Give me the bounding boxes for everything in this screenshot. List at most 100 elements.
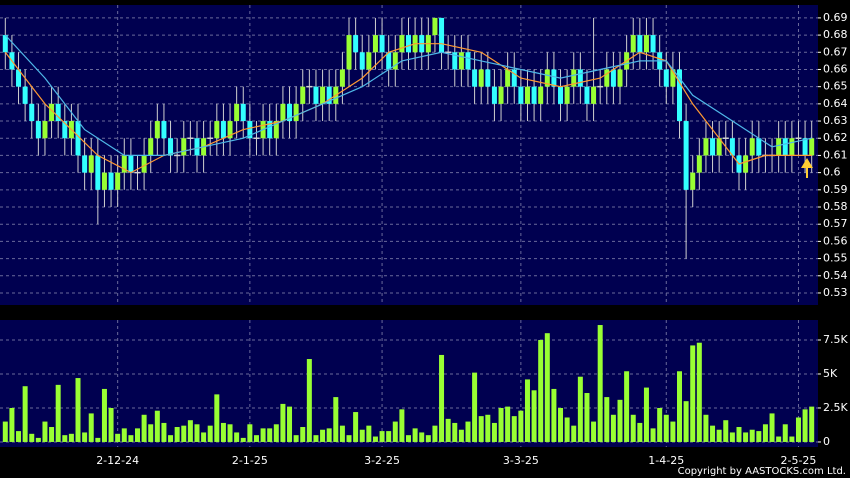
volume-bar [306, 359, 312, 442]
volume-bar [802, 409, 808, 442]
y-tick-label: 2.5K [823, 401, 848, 414]
candle-body [108, 172, 114, 190]
candle-body [154, 121, 160, 139]
volume-bar [458, 429, 464, 442]
y-tick-label: 7.5K [823, 333, 848, 346]
candle-body [591, 86, 597, 104]
volume-bar [220, 422, 226, 442]
candle-body [148, 138, 154, 156]
volume-bar [300, 427, 306, 442]
volume-bar [650, 428, 656, 442]
volume-bar [121, 428, 127, 442]
volume-bar [729, 432, 735, 442]
x-tick-label: 3-2-25 [364, 454, 400, 467]
volume-bar [604, 397, 610, 442]
volume-bar [115, 433, 121, 442]
volume-bar [379, 431, 385, 442]
candle-body [406, 35, 411, 53]
volume-bar [293, 435, 299, 442]
volume-bar [518, 410, 524, 442]
candle-body [551, 69, 557, 87]
candle-body [62, 121, 68, 139]
candle-body [465, 52, 471, 70]
candle-body [366, 52, 372, 70]
candle-body [2, 35, 8, 53]
volume-bar [472, 372, 478, 442]
candle-body [650, 35, 656, 53]
candle-body [293, 103, 299, 122]
volume-bar [227, 424, 233, 442]
candle-body [399, 35, 405, 53]
volume-bar [657, 407, 663, 442]
volume-bar [313, 435, 319, 442]
volume-bar [287, 406, 293, 442]
candle-body [696, 155, 702, 173]
volume-bar [95, 437, 101, 442]
volume-bar [544, 333, 550, 442]
candle-body [577, 69, 583, 87]
volume-bar [135, 428, 140, 442]
candle-body [743, 155, 749, 173]
volume-bar [207, 425, 213, 442]
volume-bar [643, 387, 649, 442]
volume-bar [610, 414, 616, 442]
volume-bar [577, 376, 583, 442]
volume-bar [505, 406, 511, 442]
volume-bar [68, 433, 74, 442]
candle-body [518, 86, 524, 104]
candle-body [267, 121, 273, 139]
volume-bar [148, 424, 154, 442]
volume-bar [346, 435, 352, 442]
y-tick-label: 0.6 [823, 166, 841, 179]
volume-bar [597, 325, 603, 442]
candle-body [161, 121, 167, 139]
candle-body [386, 52, 392, 70]
candle-body [511, 69, 517, 87]
volume-bar [762, 424, 768, 442]
candle-body [273, 121, 279, 139]
volume-bar [49, 427, 55, 442]
candle-body [782, 138, 788, 156]
candle-body [128, 155, 134, 173]
candle-body [320, 86, 326, 104]
volume-bar [630, 414, 636, 442]
volume-bar [366, 425, 372, 442]
candle-body [716, 138, 722, 156]
volume-bar [62, 435, 68, 442]
volume-bar [161, 422, 167, 442]
y-tick-label: 0 [823, 435, 830, 448]
candle-body [313, 86, 319, 104]
volume-bar [696, 342, 702, 442]
volume-bar [267, 428, 273, 442]
y-tick-label: 0.54 [823, 269, 848, 282]
y-tick-label: 0.61 [823, 148, 848, 161]
y-tick-label: 0.66 [823, 62, 848, 75]
candle-body [571, 69, 577, 87]
volume-bar [406, 435, 411, 442]
candle-body [478, 69, 484, 87]
volume-bar [465, 421, 471, 442]
volume-bar [809, 406, 815, 442]
candle-body [472, 69, 478, 87]
candle-body [524, 86, 530, 104]
y-tick-label: 0.57 [823, 217, 848, 230]
candle-body [372, 35, 378, 53]
volume-bar [320, 429, 326, 442]
volume-bar [372, 436, 378, 442]
candle-body [683, 121, 689, 190]
volume-bar [174, 427, 180, 442]
candle-body [214, 121, 220, 139]
volume-bar [564, 417, 570, 442]
candle-body [703, 138, 709, 156]
candle-body [439, 17, 445, 53]
volume-bar [187, 420, 193, 442]
volume-bar [273, 424, 279, 442]
candle-body [637, 35, 643, 53]
candle-body [194, 138, 200, 156]
candle-body [452, 52, 458, 70]
volume-bar [716, 429, 722, 442]
candle-body [584, 86, 590, 104]
candle-body [544, 69, 550, 87]
